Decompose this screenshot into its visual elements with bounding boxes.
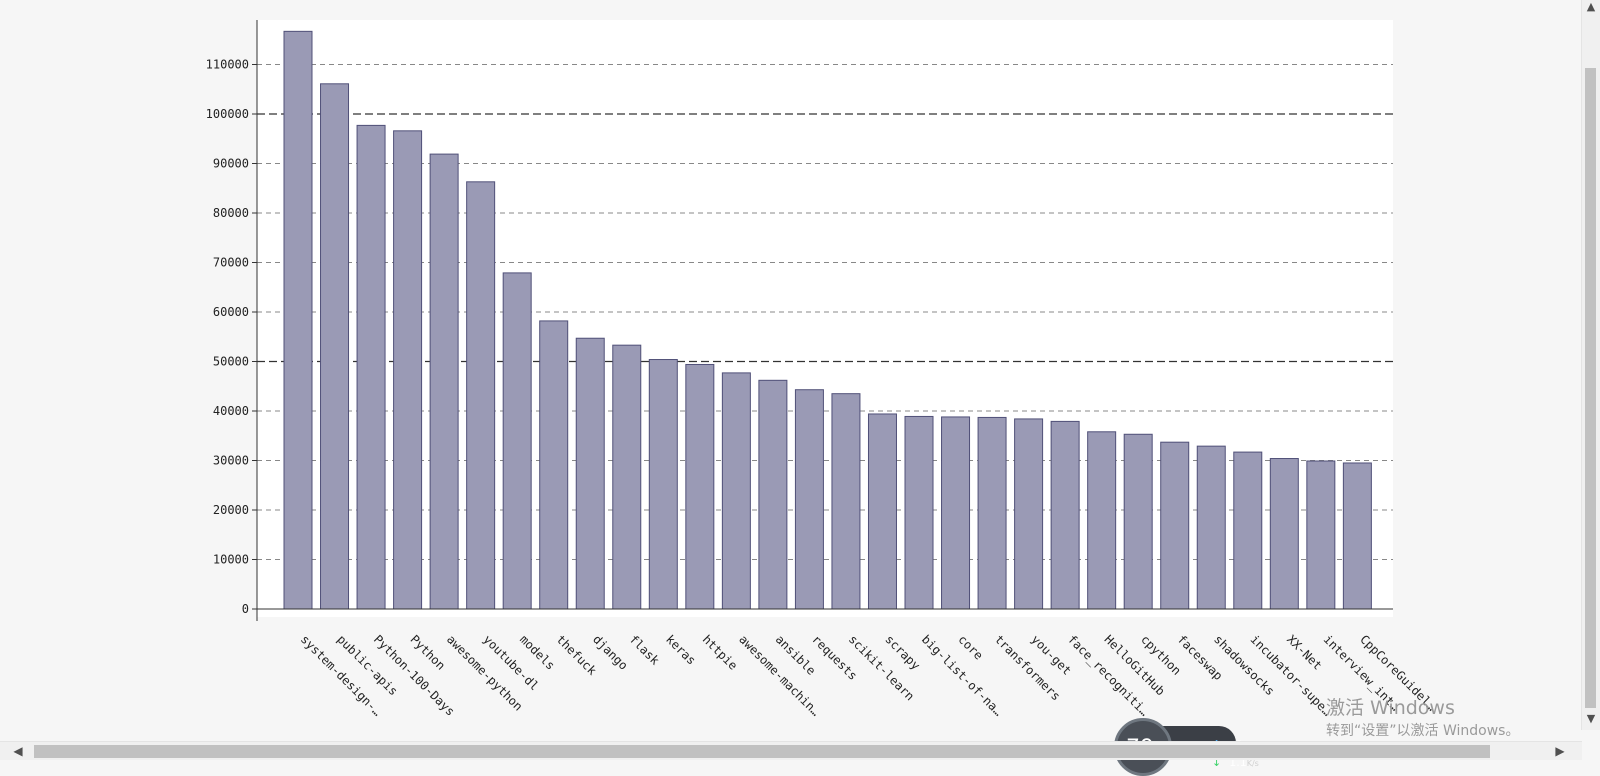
bar xyxy=(283,30,313,610)
bar xyxy=(429,153,459,610)
bar xyxy=(648,359,678,610)
x-tick-label: keras xyxy=(663,632,698,667)
y-tick-label: 20000 xyxy=(213,503,249,517)
chevron-right-icon[interactable]: ▶ xyxy=(1555,744,1565,758)
chevron-up-icon[interactable]: ▲ xyxy=(1586,0,1596,13)
x-tick-label: core xyxy=(955,632,985,662)
vertical-scrollbar[interactable]: ▲ ▼ xyxy=(1581,0,1600,730)
y-tick-label: 0 xyxy=(242,602,249,616)
bar xyxy=(904,415,934,610)
y-tick-label: 10000 xyxy=(213,553,249,567)
watermark-title: 激活 Windows xyxy=(1326,697,1455,719)
x-axis-ticks: system-design-…public-apisPython-100-Day… xyxy=(298,632,1439,719)
bar xyxy=(685,363,715,610)
bar xyxy=(1233,451,1263,610)
bar xyxy=(831,393,861,610)
chevron-down-icon[interactable]: ▼ xyxy=(1586,712,1596,725)
download-unit: K/s xyxy=(1246,759,1259,768)
chevron-left-icon[interactable]: ◀ xyxy=(13,744,23,758)
y-tick-label: 70000 xyxy=(213,256,249,270)
bars xyxy=(283,30,1372,610)
bar xyxy=(977,416,1007,610)
bar xyxy=(393,130,423,610)
y-tick-label: 40000 xyxy=(213,404,249,418)
horizontal-scrollbar[interactable]: ◀ ▶ xyxy=(0,741,1582,760)
y-tick-label: 60000 xyxy=(213,305,249,319)
y-tick-label: 80000 xyxy=(213,206,249,220)
bar xyxy=(867,413,897,610)
windows-activation-watermark: 激活 Windows 转到“设置”以激活 Windows。 xyxy=(1326,697,1519,741)
y-tick-label: 110000 xyxy=(206,58,249,72)
bar xyxy=(794,389,824,610)
bar xyxy=(1306,460,1336,610)
bar xyxy=(1014,418,1044,610)
bar xyxy=(1087,431,1117,610)
bar xyxy=(320,83,350,610)
bar-chart: 0 10000 20000 30000 40000 50000 60000 70000 8000… xyxy=(206,20,1439,719)
y-tick-label: 30000 xyxy=(213,454,249,468)
bar xyxy=(356,124,386,610)
horizontal-scroll-thumb[interactable] xyxy=(34,745,1490,758)
bar xyxy=(758,379,788,610)
x-tick-label: scikit-learn xyxy=(846,632,917,703)
bar xyxy=(941,416,971,610)
bar xyxy=(575,337,605,610)
x-tick-label: httpie xyxy=(700,632,741,673)
bar xyxy=(1196,445,1226,610)
bar xyxy=(612,344,642,610)
bar xyxy=(1269,458,1299,610)
bar xyxy=(502,272,532,610)
bar xyxy=(466,181,496,610)
bar xyxy=(1342,462,1372,610)
x-tick-label: flask xyxy=(627,632,663,668)
y-tick-label: 100000 xyxy=(206,107,249,121)
bar xyxy=(539,320,569,610)
y-tick-label: 90000 xyxy=(213,157,249,171)
y-axis-ticks: 0 10000 20000 30000 40000 50000 60000 70000 8000… xyxy=(206,58,257,616)
x-tick-label: transformers xyxy=(992,632,1063,703)
y-tick-label: 50000 xyxy=(213,355,249,369)
bar xyxy=(1050,420,1080,610)
bar xyxy=(1123,433,1153,610)
bar xyxy=(721,372,751,610)
watermark-subtitle: 转到“设置”以激活 Windows。 xyxy=(1326,723,1520,739)
vertical-scroll-thumb[interactable] xyxy=(1585,68,1596,708)
bar xyxy=(1160,441,1190,610)
